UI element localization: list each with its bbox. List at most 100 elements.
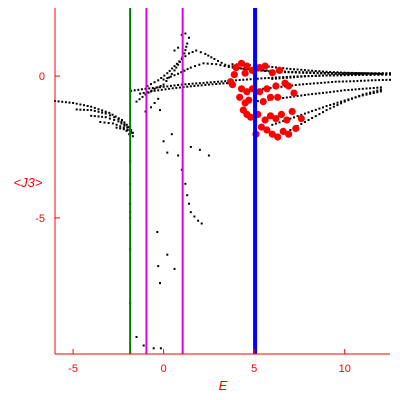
data-point (272, 115, 280, 123)
data-point (318, 113, 321, 116)
data-point (309, 82, 312, 85)
data-point (389, 72, 391, 75)
data-point (142, 91, 145, 94)
data-point (288, 107, 296, 116)
data-point (157, 97, 160, 100)
data-point (378, 79, 381, 82)
data-point (220, 61, 223, 64)
data-point (121, 119, 123, 121)
data-point (111, 113, 114, 116)
data-point (197, 219, 200, 222)
data-point (230, 71, 238, 79)
data-point (224, 80, 227, 83)
data-point (340, 100, 343, 103)
data-point (123, 124, 126, 127)
data-point (243, 88, 251, 96)
data-point (200, 222, 203, 225)
data-point (322, 70, 324, 73)
data-point (223, 65, 226, 67)
data-point (256, 100, 259, 103)
data-point (238, 79, 241, 81)
data-point (294, 71, 297, 73)
data-point (79, 103, 82, 106)
data-point (282, 67, 285, 70)
data-point (323, 71, 326, 74)
data-point (237, 59, 246, 67)
data-point (285, 82, 293, 90)
data-point (365, 87, 368, 90)
data-point (312, 82, 315, 85)
data-point (349, 80, 352, 83)
data-point (173, 74, 176, 77)
data-point (75, 102, 78, 105)
data-point (133, 89, 136, 92)
data-point (377, 73, 380, 76)
data-point (370, 79, 373, 82)
data-point (343, 100, 346, 103)
data-point (300, 94, 303, 97)
data-point (261, 116, 269, 124)
series-0 (54, 32, 391, 350)
data-point (272, 82, 280, 90)
data-point (285, 76, 288, 79)
data-point (135, 100, 138, 103)
data-point (184, 55, 187, 58)
data-point (338, 72, 341, 75)
data-point (318, 74, 321, 77)
data-point (325, 74, 328, 77)
data-point (186, 85, 189, 88)
data-point (268, 130, 276, 138)
data-point (261, 62, 269, 70)
data-point (213, 81, 216, 83)
data-point (177, 84, 180, 86)
data-point (336, 101, 339, 104)
data-point (334, 80, 337, 83)
data-point (289, 68, 292, 70)
data-point (290, 89, 298, 97)
data-point (153, 102, 156, 104)
data-point (104, 116, 107, 119)
data-point (320, 81, 323, 84)
data-point (178, 60, 181, 63)
data-point (83, 104, 85, 107)
data-point (296, 95, 299, 97)
data-point (278, 77, 281, 80)
data-point (322, 74, 324, 77)
data-point (307, 69, 310, 72)
data-point (289, 96, 292, 99)
data-point (322, 111, 324, 114)
data-point (379, 72, 382, 75)
data-point (257, 123, 265, 131)
data-point (131, 131, 133, 134)
data-point (278, 121, 281, 124)
data-point (57, 100, 60, 103)
data-point (180, 71, 183, 74)
data-point (120, 122, 123, 125)
data-point (153, 87, 156, 90)
data-point (86, 109, 89, 111)
data-point (381, 79, 384, 81)
data-point (177, 63, 180, 66)
data-point (376, 91, 379, 94)
data-point (103, 121, 106, 124)
data-point (329, 74, 332, 77)
data-point (155, 86, 158, 89)
data-point (86, 105, 89, 107)
data-point (343, 99, 346, 102)
data-point (340, 102, 343, 105)
data-point (259, 98, 267, 106)
data-point (122, 126, 125, 129)
data-point (311, 69, 314, 72)
plot-area: -5 0 5 10 0 -5 (35, 8, 391, 375)
data-point (280, 85, 283, 88)
data-point (217, 59, 219, 62)
data-point (159, 282, 161, 285)
data-point (101, 115, 104, 118)
data-point (284, 70, 286, 73)
data-point (263, 85, 271, 93)
data-point (170, 133, 173, 136)
data-point (296, 68, 299, 71)
data-point (119, 127, 122, 130)
data-point (220, 80, 223, 83)
data-point (358, 88, 361, 91)
